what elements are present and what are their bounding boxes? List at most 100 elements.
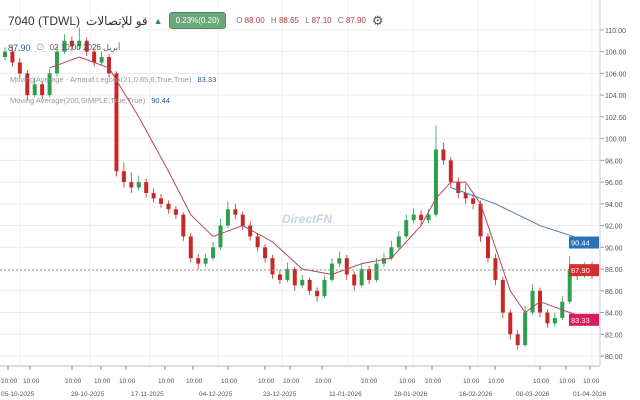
candle-body: [173, 209, 178, 215]
candle-body: [144, 182, 149, 193]
candle-body: [485, 236, 490, 259]
candle-body: [121, 171, 126, 183]
y-tick-label: 100.00: [605, 137, 627, 144]
candle-body: [367, 269, 372, 280]
last-price: 87.90: [8, 42, 31, 53]
candle-body: [17, 62, 22, 74]
x-time-label: 10:00: [425, 378, 442, 385]
candle-body: [248, 225, 253, 237]
clock-icon: 🕓︎: [36, 42, 44, 52]
candle-body: [40, 84, 45, 96]
candle-body: [263, 247, 268, 259]
y-tick-label: 90.00: [605, 245, 623, 252]
candle-body: [478, 203, 483, 237]
candle-body: [270, 258, 275, 275]
y-tick-label: 106.00: [605, 71, 627, 78]
symbol-name: قو للإتصالات: [86, 13, 148, 28]
candle-body: [69, 40, 74, 47]
candle-body: [62, 40, 67, 52]
candle-body: [32, 84, 37, 96]
candle-body: [523, 312, 528, 346]
x-time-label: 10:00: [119, 378, 136, 385]
candle-body: [225, 209, 230, 226]
alma-line: [49, 56, 593, 321]
candle-body: [344, 258, 349, 275]
candle-body: [441, 149, 446, 161]
y-tick-label: 86.00: [605, 289, 623, 296]
candle-body: [166, 203, 171, 210]
y-tick-label: 108.00: [605, 50, 627, 57]
candle-body: [359, 269, 364, 286]
x-time-label: 10:00: [559, 378, 576, 385]
candle-body: [552, 317, 557, 324]
x-time-label: 10:00: [463, 378, 480, 385]
price-tag-label: 87.90: [571, 266, 590, 275]
candle-body: [92, 51, 97, 63]
x-time-label: 10:00: [186, 378, 203, 385]
candle-body: [307, 279, 312, 291]
candle-body: [419, 214, 424, 221]
candle-body: [329, 263, 334, 280]
candle-body: [530, 290, 535, 313]
candle-body: [3, 51, 7, 58]
y-tick-label: 82.00: [605, 332, 623, 339]
indicator-legend-sma[interactable]: Moving Average(200,SIMPLE,True,True) 90.4…: [10, 96, 170, 105]
candle-body: [47, 73, 52, 96]
sma200-line: [450, 187, 593, 243]
x-time-label: 10:00: [533, 378, 550, 385]
candle-body: [203, 258, 208, 264]
candle-body: [567, 269, 572, 302]
x-time-label: 10:00: [158, 378, 175, 385]
candle-body: [463, 192, 468, 199]
candle-body: [545, 312, 550, 324]
candle-body: [433, 149, 438, 215]
x-time-label: 10:00: [258, 378, 275, 385]
candle-body: [84, 40, 89, 52]
candle-body: [181, 214, 186, 237]
x-time-label: 10:00: [399, 378, 416, 385]
x-time-label: 10:00: [1, 378, 18, 385]
x-time-label: 10:00: [65, 378, 82, 385]
change-badge: 0.23%(0.20): [168, 12, 227, 29]
candle-body: [426, 214, 431, 221]
bar-datetime: 02 أبريل 2026 10:00: [49, 43, 121, 52]
candle-body: [129, 182, 134, 188]
ohlc-readout: O 88.00 H 88.65 L 87.10 C 87.90: [236, 16, 366, 25]
candle-body: [322, 279, 327, 297]
x-time-label: 10:00: [94, 378, 111, 385]
price-tag-alma: [569, 313, 599, 326]
candle-body: [277, 274, 282, 280]
candle-body: [515, 334, 520, 346]
y-tick-label: 88.00: [605, 267, 623, 274]
candle-body: [136, 182, 141, 188]
price-tag-label: 90.44: [571, 239, 590, 248]
candle-body: [508, 312, 513, 335]
candle-body: [114, 73, 119, 172]
x-date-label: 28-01-2026: [394, 391, 428, 398]
y-tick-label: 104.00: [605, 93, 627, 100]
x-date-label: 01-04-2026: [573, 391, 607, 398]
candle-body: [374, 263, 379, 280]
y-tick-label: 98.00: [605, 158, 623, 165]
candle-body: [411, 214, 416, 221]
y-tick-label: 110.00: [605, 28, 626, 35]
candle-body: [292, 269, 297, 286]
last-price-line: 87.90 🕓︎ 02 أبريل 2026 10:00: [8, 42, 120, 53]
x-time-label: 10:00: [361, 378, 378, 385]
candle-body: [218, 225, 223, 248]
up-arrow-icon: ▲: [153, 15, 163, 26]
x-time-label: 10:00: [583, 378, 600, 385]
gear-icon[interactable]: ⚙: [371, 12, 384, 28]
x-date-label: 17-11-2025: [131, 391, 164, 398]
candle-body: [352, 274, 357, 286]
x-date-label: 23-12-2025: [263, 391, 297, 398]
x-date-label: 11-01-2026: [329, 391, 362, 398]
symbol-code: 7040 (TDWL): [8, 13, 81, 28]
candle-body: [337, 258, 342, 264]
candle-body: [107, 57, 112, 74]
candle-body: [396, 236, 401, 248]
candle-body: [240, 214, 245, 226]
indicator-legend-alma[interactable]: Moving Average - Arnaud Legoux(21,0.85,6…: [10, 75, 217, 84]
candle-body: [300, 279, 305, 286]
